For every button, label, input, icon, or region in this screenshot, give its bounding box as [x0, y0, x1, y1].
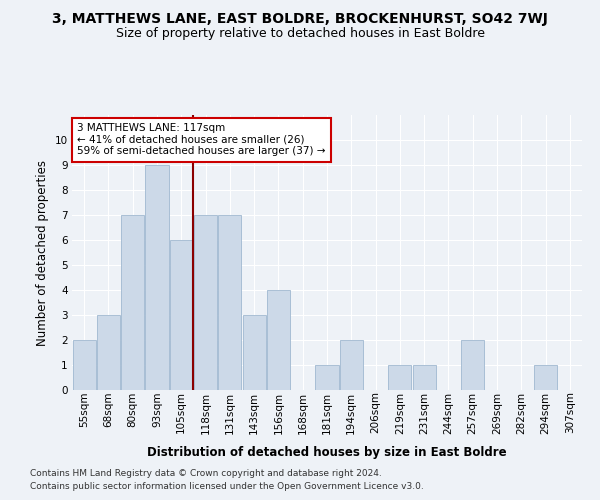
Bar: [388, 365, 412, 390]
Bar: [194, 215, 217, 390]
Text: 3, MATTHEWS LANE, EAST BOLDRE, BROCKENHURST, SO42 7WJ: 3, MATTHEWS LANE, EAST BOLDRE, BROCKENHU…: [52, 12, 548, 26]
Bar: [218, 215, 241, 390]
Bar: [534, 365, 557, 390]
Bar: [340, 340, 363, 390]
Bar: [97, 315, 120, 390]
Bar: [413, 365, 436, 390]
Text: Contains HM Land Registry data © Crown copyright and database right 2024.: Contains HM Land Registry data © Crown c…: [30, 468, 382, 477]
Bar: [121, 215, 144, 390]
Text: 3 MATTHEWS LANE: 117sqm
← 41% of detached houses are smaller (26)
59% of semi-de: 3 MATTHEWS LANE: 117sqm ← 41% of detache…: [77, 123, 326, 156]
Y-axis label: Number of detached properties: Number of detached properties: [36, 160, 49, 346]
Bar: [461, 340, 484, 390]
Bar: [242, 315, 266, 390]
Text: Distribution of detached houses by size in East Boldre: Distribution of detached houses by size …: [147, 446, 507, 459]
Bar: [316, 365, 338, 390]
Bar: [145, 165, 169, 390]
Bar: [73, 340, 95, 390]
Text: Size of property relative to detached houses in East Boldre: Size of property relative to detached ho…: [115, 28, 485, 40]
Bar: [267, 290, 290, 390]
Text: Contains public sector information licensed under the Open Government Licence v3: Contains public sector information licen…: [30, 482, 424, 491]
Bar: [170, 240, 193, 390]
